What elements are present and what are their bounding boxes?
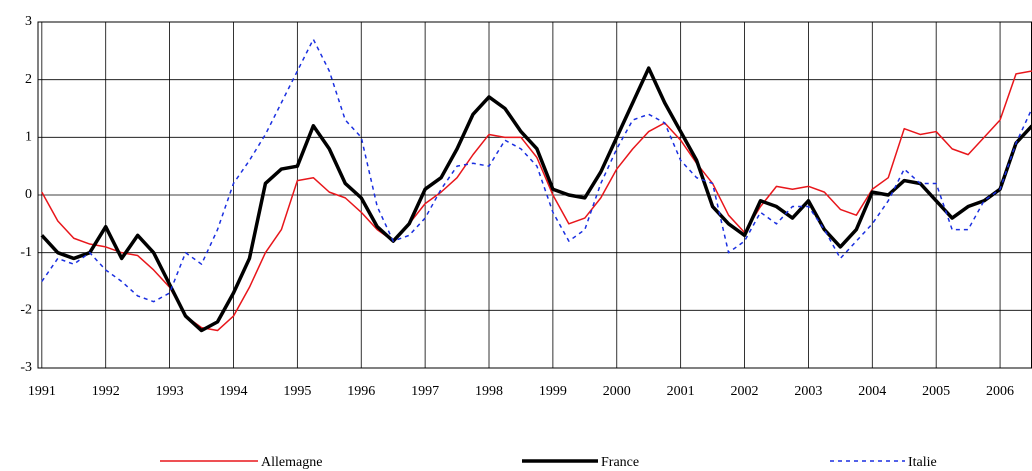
x-tick-label: 2006	[986, 384, 1014, 399]
x-tick-label: 2004	[858, 384, 886, 399]
x-tick-label: 1994	[219, 384, 247, 399]
x-tick-label: 1993	[156, 384, 184, 399]
y-tick-label: 3	[25, 14, 32, 29]
y-tick-label: 0	[25, 187, 32, 202]
x-tick-label: 1997	[411, 384, 439, 399]
x-tick-label: 2000	[603, 384, 631, 399]
x-tick-label: 2003	[794, 384, 822, 399]
y-tick-label: -1	[20, 245, 32, 260]
x-tick-label: 1996	[347, 384, 375, 399]
x-tick-label: 1998	[475, 384, 503, 399]
y-tick-label: -2	[20, 303, 32, 318]
x-tick-label: 1991	[28, 384, 56, 399]
x-tick-label: 2001	[667, 384, 695, 399]
y-tick-label: 1	[25, 130, 32, 145]
y-tick-label: -3	[20, 360, 32, 375]
legend-label: Italie	[908, 455, 937, 470]
x-tick-label: 1992	[92, 384, 120, 399]
x-tick-label: 2005	[922, 384, 950, 399]
series-line	[41, 70, 1032, 332]
legend-label: Allemagne	[261, 455, 322, 470]
series-line	[40, 66, 1032, 333]
legend-label: France	[601, 455, 639, 470]
y-tick-label: 2	[25, 72, 32, 87]
x-tick-label: 1995	[283, 384, 311, 399]
x-tick-label: 1999	[539, 384, 567, 399]
x-tick-label: 2002	[731, 384, 759, 399]
series-line	[41, 38, 1032, 303]
